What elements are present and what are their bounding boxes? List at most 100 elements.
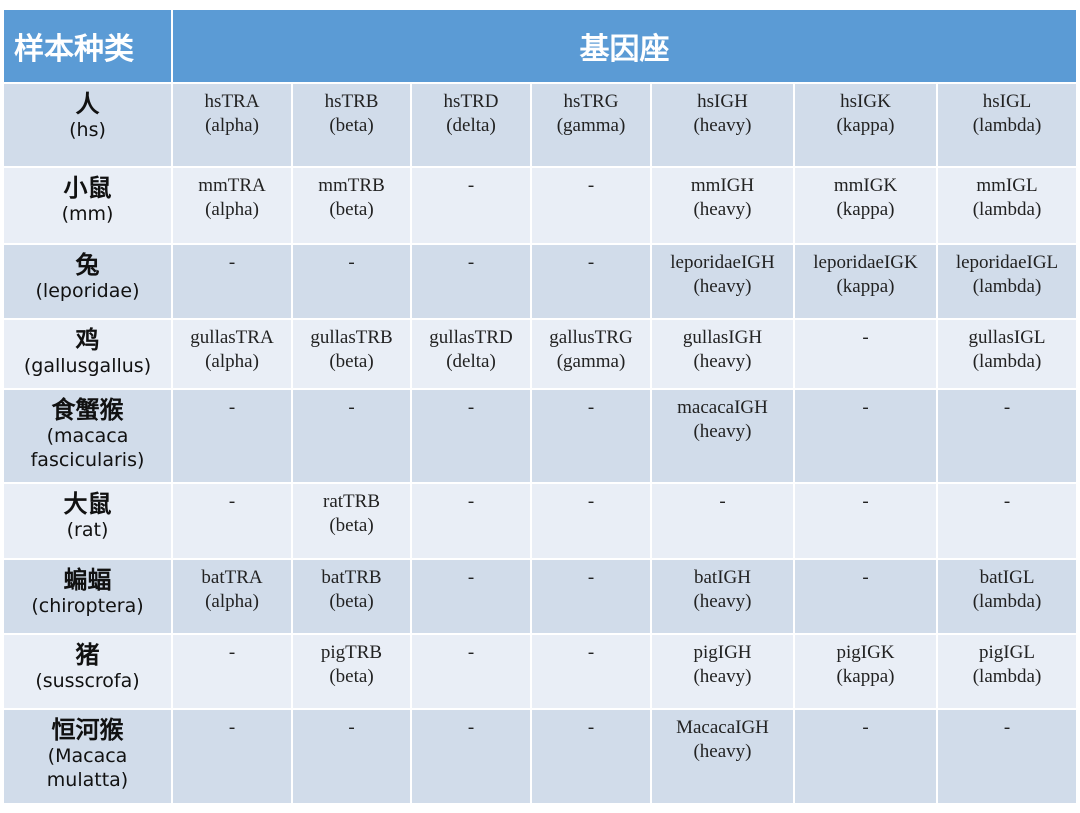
species-latin-name: (susscrofa)	[35, 670, 140, 692]
locus-cell: -	[793, 558, 938, 635]
locus-cell: -	[935, 388, 1079, 484]
locus-cell: -	[935, 708, 1079, 805]
locus-cell: -	[530, 482, 652, 560]
locus-cell: -	[171, 633, 293, 710]
species-latin-name: (Macaca mulatta)	[46, 745, 129, 791]
species-cell: 猪 (susscrofa)	[2, 633, 173, 710]
locus-cell: pigTRB (beta)	[291, 633, 412, 710]
locus-name: mmIGH	[690, 175, 755, 196]
locus-chain: (lambda)	[972, 115, 1042, 136]
species-header: 样本种类	[2, 8, 173, 84]
species-cell: 鸡 (gallusgallus)	[2, 318, 173, 390]
locus-name: -	[862, 327, 869, 348]
locus-name: batIGH	[694, 567, 751, 588]
locus-name: -	[1003, 491, 1011, 512]
locus-name: -	[228, 252, 236, 273]
species-latin-name: (chiroptera)	[31, 595, 144, 617]
locus-cell: -	[530, 708, 652, 805]
table-row: 大鼠 (rat) - ratTRB (beta) - - - - -	[2, 482, 1079, 560]
locus-name: -	[348, 397, 355, 418]
locus-name: hsTRA	[204, 91, 260, 112]
locus-name: -	[467, 491, 475, 512]
locus-chain: (lambda)	[972, 199, 1042, 220]
locus-name: -	[862, 491, 869, 512]
locus-name: batIGL	[979, 567, 1035, 588]
species-chinese-name: 小鼠	[63, 174, 112, 202]
locus-cell: -	[530, 166, 652, 245]
locus-cell: gullasTRA (alpha)	[171, 318, 293, 390]
table-row: 人 (hs) hsTRA (alpha) hsTRB (beta) hsTRD (delta)…	[2, 82, 1079, 168]
locus-chain: (beta)	[329, 515, 374, 536]
locus-cell: pigIGK (kappa)	[793, 633, 938, 710]
species-latin-name: (hs)	[69, 119, 106, 141]
locus-name: -	[587, 252, 595, 273]
species-chinese-name: 食蟹猴	[51, 396, 124, 424]
header-row: 样本种类 基因座	[2, 8, 1079, 84]
locus-name: -	[348, 717, 355, 738]
locus-cell: hsIGL (lambda)	[935, 82, 1079, 168]
locus-name: mmTRA	[198, 175, 266, 196]
species-chinese-name: 恒河猴	[51, 716, 124, 744]
locus-cell: pigIGL (lambda)	[935, 633, 1079, 710]
locus-cell: -	[410, 388, 532, 484]
locus-chain: (beta)	[329, 199, 374, 220]
locus-chain: (delta)	[446, 115, 496, 136]
locus-name: -	[228, 717, 236, 738]
locus-chain: (heavy)	[693, 276, 752, 297]
locus-name: gallusTRG	[549, 327, 633, 348]
species-latin-name: (gallusgallus)	[23, 355, 152, 377]
locus-cell: hsTRB (beta)	[291, 82, 412, 168]
locus-name: -	[228, 491, 236, 512]
locus-name: -	[348, 252, 355, 273]
table-body: 人 (hs) hsTRA (alpha) hsTRB (beta) hsTRD (delta)…	[2, 82, 1079, 805]
locus-chain: (heavy)	[693, 666, 752, 687]
locus-name: hsTRG	[563, 91, 619, 112]
locus-cell: mmIGK (kappa)	[793, 166, 938, 245]
locus-name: hsIGL	[982, 91, 1032, 112]
species-cell: 兔 (leporidae)	[2, 243, 173, 320]
locus-chain: (gamma)	[556, 115, 626, 136]
table-row: 兔 (leporidae) - - - - leporidaeIGH (heavy) lepor…	[2, 243, 1079, 320]
locus-cell: -	[171, 708, 293, 805]
species-chinese-name: 大鼠	[63, 490, 112, 518]
locus-cell: -	[410, 166, 532, 245]
species-latin-name: (macaca fascicularis)	[30, 425, 145, 471]
locus-chain: (heavy)	[693, 741, 752, 762]
locus-cell: -	[410, 558, 532, 635]
locus-name: -	[228, 642, 236, 663]
locus-cell: -	[793, 318, 938, 390]
locus-name: gullasTRA	[190, 327, 274, 348]
species-cell: 蝙蝠 (chiroptera)	[2, 558, 173, 635]
locus-cell: -	[793, 388, 938, 484]
locus-cell: hsTRA (alpha)	[171, 82, 293, 168]
locus-cell: -	[530, 558, 652, 635]
locus-cell: -	[291, 708, 412, 805]
locus-name: batTRA	[201, 567, 263, 588]
locus-name: leporidaeIGL	[955, 252, 1059, 273]
species-latin-name: (mm)	[61, 203, 114, 225]
locus-name: -	[587, 717, 595, 738]
locus-cell: mmTRA (alpha)	[171, 166, 293, 245]
locus-name: gullasIGL	[968, 327, 1046, 348]
locus-name: hsIGH	[697, 91, 748, 112]
locus-cell: -	[171, 243, 293, 320]
locus-name: pigIGL	[979, 642, 1035, 663]
locus-name: -	[467, 252, 475, 273]
locus-name: -	[467, 642, 475, 663]
species-chinese-name: 兔	[75, 251, 100, 279]
table-row: 食蟹猴 (macaca fascicularis) - - - - macacaIGH (he…	[2, 388, 1079, 484]
locus-name: mmIGL	[976, 175, 1038, 196]
locus-name: batTRB	[321, 567, 382, 588]
locus-name: gullasIGH	[682, 327, 763, 348]
species-cell: 食蟹猴 (macaca fascicularis)	[2, 388, 173, 484]
locus-name: hsTRB	[324, 91, 379, 112]
locus-cell: -	[291, 243, 412, 320]
locus-name: -	[862, 567, 869, 588]
locus-chain: (heavy)	[693, 351, 752, 372]
locus-name: leporidaeIGH	[670, 252, 775, 273]
locus-name: mmTRB	[318, 175, 385, 196]
locus-cell: -	[530, 388, 652, 484]
locus-chain: (kappa)	[836, 199, 895, 220]
table-row: 蝙蝠 (chiroptera) batTRA (alpha) batTRB (beta) -…	[2, 558, 1079, 635]
gene-locus-table: 样本种类 基因座 人 (hs) hsTRA (alpha) hsTRB (beta) hsT…	[2, 8, 1079, 805]
